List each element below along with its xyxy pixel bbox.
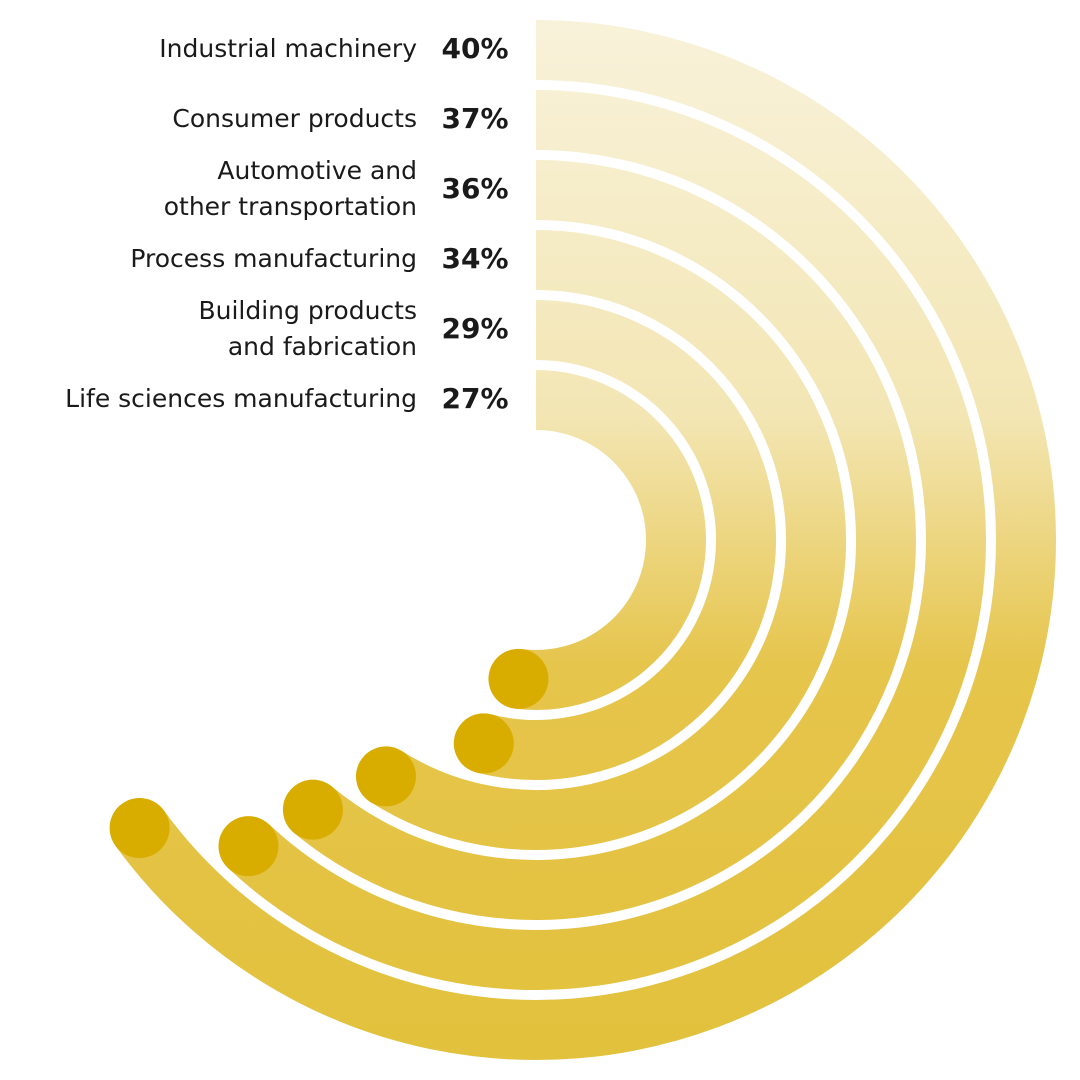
bar-end — [282, 779, 343, 840]
value-label: 27% — [441, 382, 508, 415]
bar-arc — [514, 370, 706, 710]
bar-end — [488, 648, 549, 709]
bar-end — [453, 713, 514, 774]
value-label: 36% — [441, 172, 508, 205]
bar-end — [355, 746, 416, 807]
bar-arc — [115, 20, 1056, 1060]
category-label: Building products and fabrication — [198, 296, 417, 361]
bar-arc — [476, 300, 776, 780]
value-label: 40% — [441, 32, 508, 65]
bar-arc — [293, 160, 916, 920]
value-label: 29% — [441, 312, 508, 345]
bar-end — [109, 798, 170, 859]
value-label: 34% — [441, 242, 508, 275]
category-label: Life sciences manufacturing — [65, 384, 417, 413]
bar-arc — [227, 90, 986, 990]
category-label: Automotive and other transportation — [164, 156, 417, 221]
category-label: Consumer products — [172, 104, 417, 133]
bar-arc — [369, 230, 846, 850]
category-label: Industrial machinery — [159, 34, 417, 63]
category-label: Process manufacturing — [130, 244, 417, 273]
bar-end — [218, 816, 279, 877]
value-label: 37% — [441, 102, 508, 135]
